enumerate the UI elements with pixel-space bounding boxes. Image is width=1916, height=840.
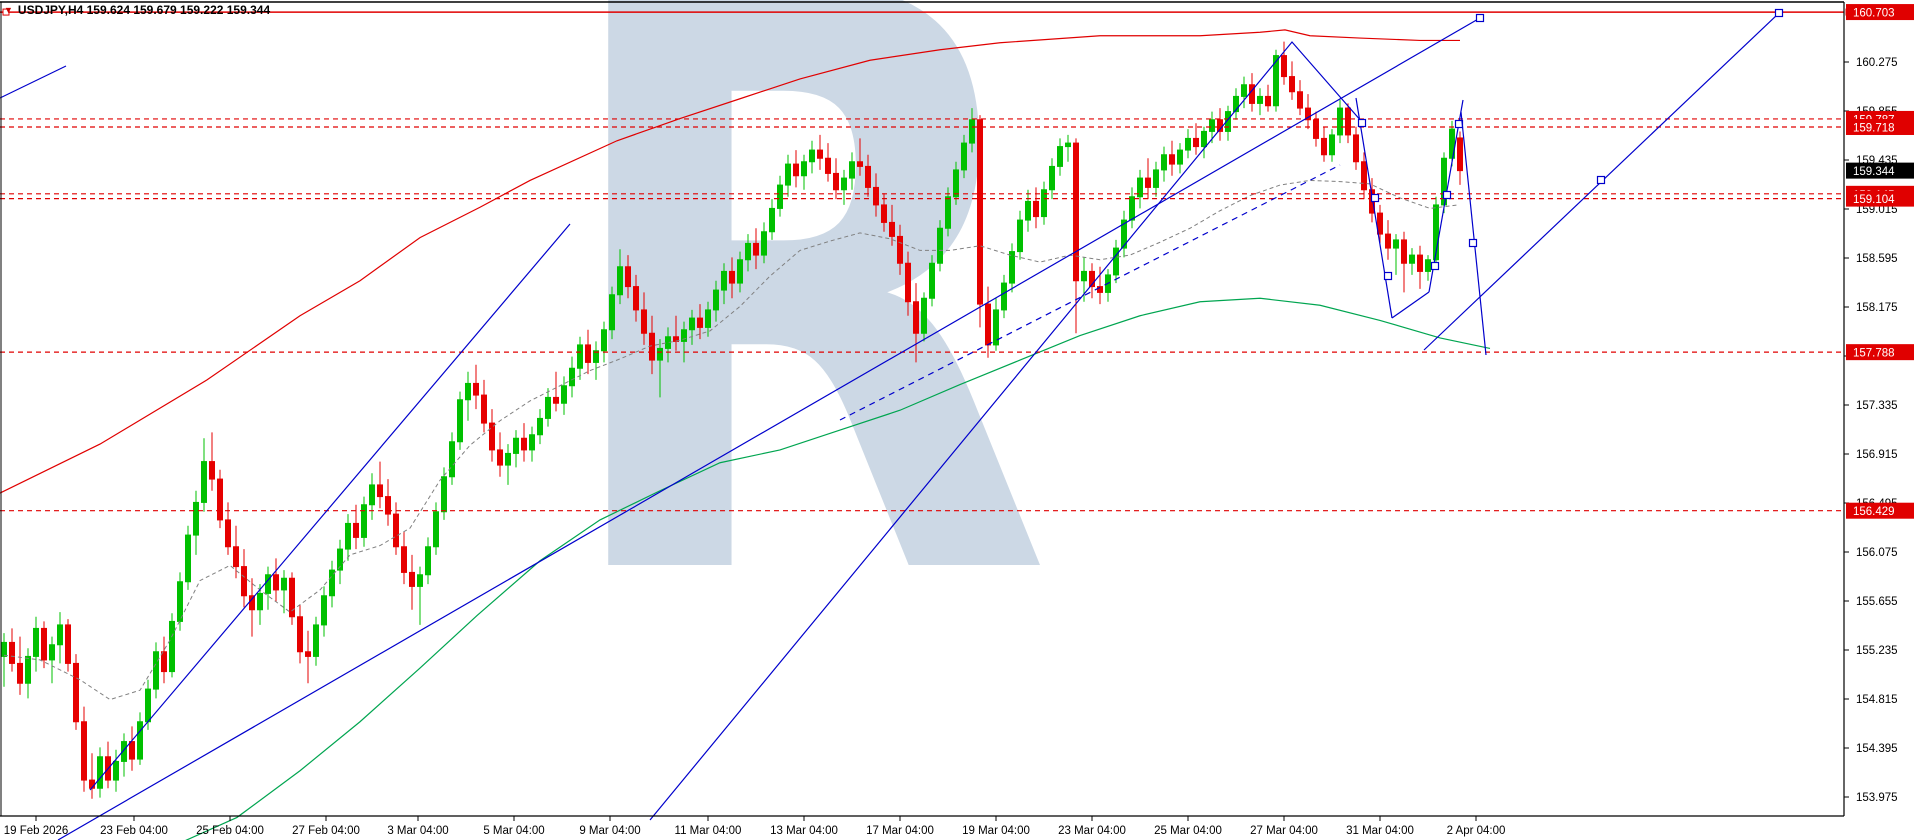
y-tick-label: 154.395 [1856,743,1898,755]
channel-dashed[interactable] [839,164,1341,421]
x-tick-label: 9 Mar 04:00 [579,825,640,837]
ma-dashed-gray [3,179,1459,701]
price-badge-159.104 [1846,190,1914,207]
price-badge-160.703 [1846,4,1914,21]
price-badge-159.718 [1846,118,1914,135]
x-tick-label: 23 Mar 04:00 [1058,825,1126,837]
envelope-upper-red [0,29,1460,494]
x-tick-label: 25 Feb 04:00 [196,825,264,837]
y-tick-label: 155.655 [1856,596,1898,608]
y-tick-label: 159.015 [1856,204,1898,216]
wave-seg-down-1[interactable] [1355,97,1393,319]
broker-watermark-logo: R [548,0,1054,754]
forecast-rally-handle-icon[interactable] [1596,175,1606,185]
price-badge-text: 157.788 [1853,348,1895,360]
y-tick-label: 158.595 [1856,253,1898,265]
x-tick-label: 25 Mar 04:00 [1154,825,1222,837]
wave-seg-up-1-handle-icon[interactable] [1430,261,1440,271]
x-tick-label: 3 Mar 04:00 [387,825,448,837]
wave-seg-up-1-handle-icon[interactable] [1442,190,1452,200]
axes-layer [0,1,1845,817]
price-badge-text: 159.718 [1853,122,1895,134]
x-tick-label: 23 Feb 04:00 [100,825,168,837]
x-tick-label: 27 Feb 04:00 [292,825,360,837]
trendline-rising-left[interactable] [89,223,571,791]
trendline-top-left[interactable] [0,65,67,99]
trendline-rising-long-handle-icon[interactable] [1475,13,1485,23]
x-tick-label: 27 Mar 04:00 [1250,825,1318,837]
x-tick-label: 13 Mar 04:00 [770,825,838,837]
forecast-drop[interactable] [1460,111,1487,356]
wave-seg-down-1-handle-icon[interactable] [1370,193,1380,203]
time-scale[interactable]: 19 Feb 2026 23 Feb 04:00 25 Feb 04:00 27 Fe… [4,816,1506,837]
ma-green [185,297,1491,840]
indicator-lines-layer [0,29,1491,840]
wave-seg-down-1-handle-icon[interactable] [1357,118,1367,128]
price-levels-layer[interactable] [0,8,1853,512]
x-tick-label: 17 Mar 04:00 [866,825,934,837]
symbol-marker-icon: ▼ [4,5,13,15]
x-tick-label: 2 Apr 04:00 [1447,825,1506,837]
price-badge-156.429 [1846,502,1914,519]
price-badges-layer: 160.703159.787159.718159.344159.145159.1… [1846,4,1914,519]
price-badge-text: 159.344 [1853,166,1895,178]
trendlines-layer[interactable] [0,8,1784,840]
price-badge-157.788 [1846,344,1914,361]
x-tick-label: 11 Mar 04:00 [675,825,742,837]
y-tick-label: 155.235 [1856,645,1898,657]
y-tick-label: 154.815 [1856,694,1898,706]
y-tick-label: 160.275 [1856,57,1898,69]
chart-title-bar: ▼ USDJPY,H4 159.624 159.679 159.222 159.… [4,3,270,17]
x-tick-label: 5 Mar 04:00 [483,825,544,837]
forecast-rally-handle-icon[interactable] [1774,8,1784,18]
y-tick-label: 156.075 [1856,547,1898,559]
price-badge-text: 156.429 [1853,506,1895,518]
level-handle-icon[interactable] [2,8,10,16]
y-tick-label: 157.335 [1856,400,1898,412]
y-tick-label: 158.175 [1856,302,1898,314]
price-badge-text: 159.104 [1853,194,1895,206]
y-tick-label: 156.915 [1856,449,1898,461]
y-tick-label: 153.975 [1856,792,1898,804]
trendline-rising-long[interactable] [57,17,1481,840]
wave-low-connector[interactable] [1391,291,1430,319]
x-tick-label: 19 Feb 2026 [4,825,69,837]
price-badge-159.344 [1846,162,1914,179]
x-tick-label: 19 Mar 04:00 [962,825,1030,837]
forecast-drop-handle-icon[interactable] [1468,238,1478,248]
x-tick-label: 31 Mar 04:00 [1346,825,1414,837]
wave-line-apex[interactable] [649,41,1363,821]
wave-seg-down-1-handle-icon[interactable] [1383,271,1393,281]
price-badge-text: 160.703 [1853,8,1895,20]
symbol-ohlc-label: USDJPY,H4 159.624 159.679 159.222 159.34… [17,3,271,17]
